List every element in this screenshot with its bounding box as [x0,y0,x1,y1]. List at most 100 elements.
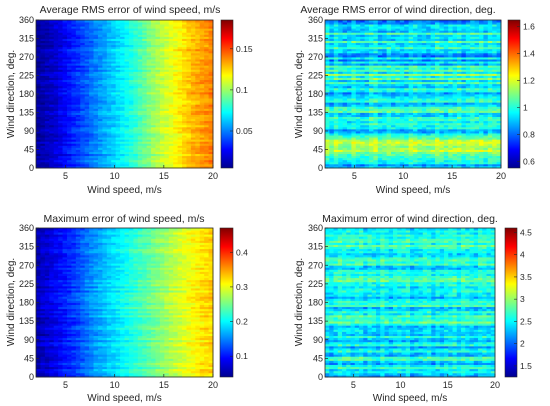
heatmap-cell [208,71,214,74]
heatmap-cell [89,98,94,101]
heatmap-cell [44,149,50,152]
heatmap-cell [182,122,187,126]
heatmap-cell [128,85,134,89]
heatmap-cell [342,110,348,113]
heatmap-cell [496,161,502,165]
heatmap-cell [395,91,401,95]
heatmap-cell [457,120,462,124]
heatmap-cell [155,131,161,134]
heatmap-cell [430,122,436,126]
heatmap-cell [128,44,134,48]
heatmap-cell [342,106,348,109]
colorbar-ticks: 0.050.10.15 [230,44,253,136]
heatmap-cell [80,114,86,118]
heatmap-cell [115,69,121,72]
heatmap-cell [75,57,81,60]
heatmap-cell [146,145,152,148]
heatmap-cell [487,163,493,167]
heatmap-cell [373,151,379,155]
heatmap-cell [115,81,121,85]
heatmap-cell [182,54,187,58]
heatmap-cell [325,100,330,103]
heatmap-cell [159,157,165,161]
heatmap-cell [173,75,178,78]
heatmap-cell [159,106,165,109]
heatmap-cell [97,155,103,159]
heatmap-cell [89,44,94,48]
heatmap-cell [53,46,59,50]
heatmap-cell [75,165,81,169]
heatmap-cell [89,20,94,23]
heatmap-cell [84,116,90,120]
heatmap-cell [377,141,383,144]
heatmap-cell [58,77,63,81]
heatmap-cell [164,165,170,169]
heatmap-cell [325,112,330,115]
heatmap-cell [386,145,392,148]
heatmap-cell [49,106,55,109]
heatmap-cell [177,106,183,109]
heatmap-cell [58,85,63,89]
heatmap-cell [190,147,196,150]
heatmap-cell [426,159,431,163]
heatmap-cell [360,137,365,140]
heatmap-cell [102,77,108,81]
heatmap-cell [36,46,41,50]
heatmap-cell [435,126,440,130]
heatmap-cell [93,87,99,91]
heatmap-cell [93,120,99,124]
heatmap-cell [333,114,339,118]
heatmap-cell [186,63,192,66]
heatmap-cell [164,73,170,76]
heatmap-cell [430,112,436,115]
heatmap-cell [62,139,68,142]
heatmap-cell [177,87,183,91]
heatmap-cell [53,114,59,118]
heatmap-cell [80,42,86,46]
heatmap-cell [106,59,112,62]
heatmap-cell [182,141,187,144]
heatmap-cell [62,131,68,134]
heatmap-cell [395,149,401,152]
heatmap-cell [325,104,330,107]
heatmap-cell [93,24,99,27]
heatmap-cell [102,46,108,50]
heatmap-cell [186,108,192,111]
heatmap-cell [40,120,46,124]
heatmap-cell [470,106,475,109]
heatmap-cell [133,141,139,144]
heatmap-cell [408,100,414,103]
heatmap-cell [479,145,484,148]
heatmap-cell [53,83,59,87]
heatmap-cell [377,126,383,130]
heatmap-cell [386,85,392,89]
heatmap-cell [452,100,458,103]
heatmap-cell [159,75,165,78]
heatmap-cell [128,133,134,136]
heatmap-cell [199,135,205,138]
heatmap-cell [417,118,423,122]
heatmap-cell [395,102,401,105]
heatmap-cell [483,157,489,161]
heatmap-cell [128,96,134,99]
heatmap-cell [62,42,68,46]
heatmap-cell [377,163,383,167]
heatmap-cell [195,48,201,52]
heatmap-cell [190,161,196,165]
heatmap-cell [62,126,68,130]
heatmap-cell [151,50,156,54]
heatmap-cell [413,106,418,109]
heatmap-cell [395,126,401,130]
heatmap-cell [62,137,68,140]
heatmap-cell [102,22,108,25]
heatmap-cell [496,116,502,120]
heatmap-cell [146,22,152,25]
heatmap-cell [102,102,108,105]
heatmap-cell [36,59,41,62]
heatmap-cell [195,79,201,83]
heatmap-cell [155,32,161,35]
heatmap-cell [492,94,497,97]
heatmap-cell [164,83,170,87]
heatmap-cell [40,133,46,136]
heatmap-cell [474,139,480,142]
